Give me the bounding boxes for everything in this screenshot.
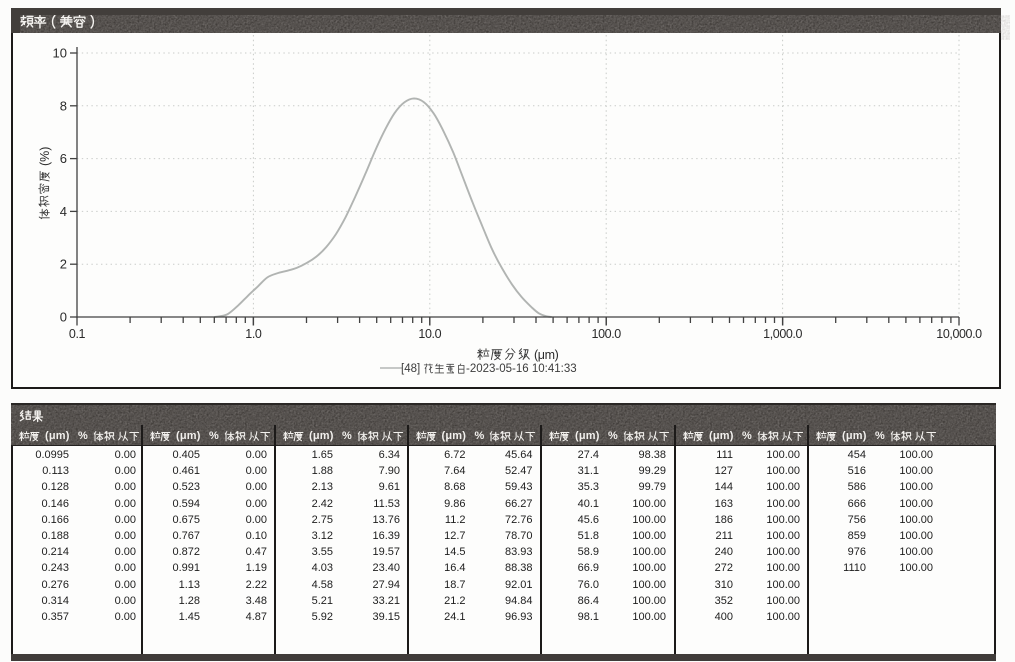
svg-text:(%): (%) xyxy=(38,147,52,166)
svg-text:0: 0 xyxy=(60,310,67,325)
svg-text:10: 10 xyxy=(53,46,67,61)
svg-text:6: 6 xyxy=(60,151,67,166)
svg-text:100.0: 100.0 xyxy=(592,327,622,341)
svg-text:-2023-05-16 10:41:33: -2023-05-16 10:41:33 xyxy=(466,363,577,375)
svg-text:[48]: [48] xyxy=(401,363,420,375)
svg-text:4: 4 xyxy=(60,204,67,219)
svg-text:10,000.0: 10,000.0 xyxy=(936,327,982,341)
svg-text:10.0: 10.0 xyxy=(418,327,441,341)
svg-text:8: 8 xyxy=(60,98,67,113)
svg-text:2: 2 xyxy=(60,257,67,272)
svg-text:1,000.0: 1,000.0 xyxy=(763,327,802,341)
svg-text:1.0: 1.0 xyxy=(245,327,262,341)
svg-text:0.1: 0.1 xyxy=(69,327,86,341)
svg-text:(μm): (μm) xyxy=(534,348,559,362)
